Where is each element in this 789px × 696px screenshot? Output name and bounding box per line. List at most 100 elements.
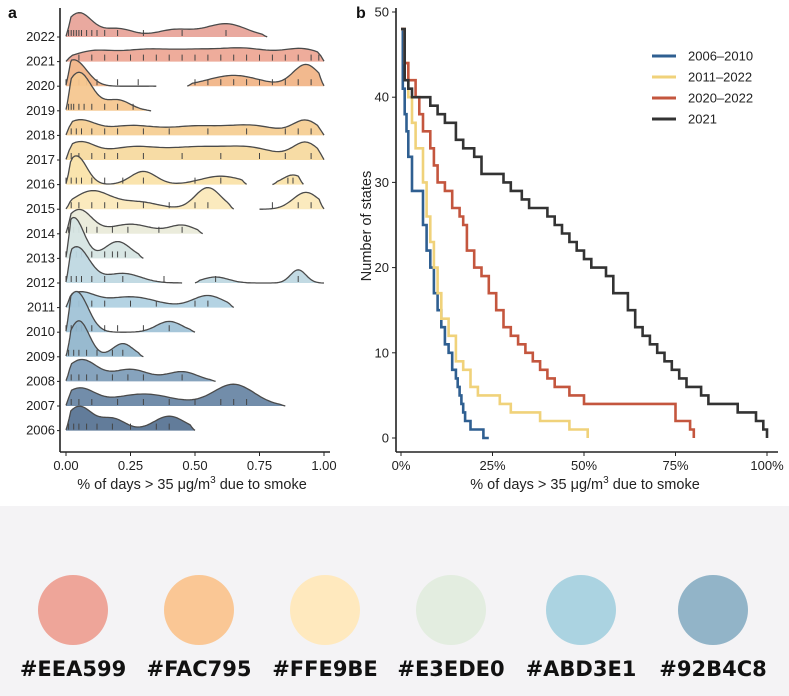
year-label-2008: 2008 bbox=[26, 373, 55, 388]
legend-label-4: 2021 bbox=[688, 112, 717, 127]
ridge-line-2016 bbox=[65, 155, 304, 186]
swatch-circle-4 bbox=[416, 575, 486, 645]
ridge-2022 bbox=[65, 12, 268, 38]
ridge-2009 bbox=[65, 320, 144, 358]
ridge-line-2008 bbox=[65, 358, 216, 383]
palette-panel bbox=[0, 506, 789, 696]
ridge-line-2022 bbox=[65, 12, 268, 38]
ridge-fill-2009 bbox=[66, 320, 144, 357]
b-lines bbox=[401, 27, 769, 440]
ridge-fill-2015 bbox=[66, 187, 324, 210]
legend-label-2: 2011–2022 bbox=[688, 70, 752, 85]
a-x-tick-label-2: 0.50 bbox=[182, 458, 207, 473]
a-x-tick-label-3: 0.75 bbox=[247, 458, 272, 473]
ridge-line-2013 bbox=[65, 216, 144, 259]
b-y-tick-label-0: 0 bbox=[382, 431, 389, 446]
b-x-tick-label-0: 0% bbox=[392, 458, 411, 473]
swatch-circle-6 bbox=[678, 575, 748, 645]
swatch-circle-3 bbox=[290, 575, 360, 645]
b-y-tick-label-1: 10 bbox=[375, 345, 389, 360]
swatch-6: #92B4C8 bbox=[648, 575, 778, 681]
a-x-tick-label-1: 0.25 bbox=[118, 458, 143, 473]
ridge-2017 bbox=[65, 140, 325, 161]
b-x-tick-label-4: 100% bbox=[750, 458, 784, 473]
year-label-2009: 2009 bbox=[26, 349, 55, 364]
ridge-fill-2016 bbox=[66, 155, 304, 185]
b-x-tick-label-2: 50% bbox=[571, 458, 597, 473]
ridge-2018 bbox=[65, 119, 325, 136]
ridge-fill-2013 bbox=[66, 217, 144, 259]
ridge-fill-2007 bbox=[66, 384, 286, 406]
ridge-line-2020 bbox=[65, 59, 325, 87]
year-label-2016: 2016 bbox=[26, 177, 55, 192]
panel-a-ridgeline: a 20222021202020192018201720162015201420… bbox=[8, 5, 337, 493]
year-label-2010: 2010 bbox=[26, 324, 55, 339]
ridge-fill-2006 bbox=[66, 406, 195, 431]
year-label-2006: 2006 bbox=[26, 423, 55, 438]
b-y-tick-label-4: 40 bbox=[375, 90, 389, 105]
ridge-2008 bbox=[65, 358, 216, 383]
swatch-label-5: #ABD3E1 bbox=[525, 657, 637, 681]
panel-a-xlabel-pre: % of days > 35 bbox=[77, 477, 177, 493]
ridge-line-2021 bbox=[65, 47, 325, 62]
ridge-2012 bbox=[65, 246, 324, 284]
year-label-2022: 2022 bbox=[26, 29, 55, 44]
b-axes: 0 10 20 30 40 50 0% 25% 50% 75% 100% bbox=[375, 5, 785, 474]
ridge-2020 bbox=[65, 59, 325, 87]
a-ridges bbox=[65, 12, 325, 431]
panel-b-label: b bbox=[356, 5, 366, 22]
panel-b-xlabel-post: due to smoke bbox=[609, 477, 700, 493]
panel-a-xlabel: % of days > 35 μg/m3 due to smoke bbox=[77, 475, 307, 493]
swatch-1: #EEA599 bbox=[8, 575, 138, 681]
panel-a-xlabel-post: due to smoke bbox=[216, 477, 307, 493]
ridge-fill-2018 bbox=[66, 119, 324, 136]
b-x-tick-label-3: 75% bbox=[662, 458, 688, 473]
panel-b-xlabel-pre: % of days > 35 bbox=[470, 477, 570, 493]
swatch-circle-2 bbox=[164, 575, 234, 645]
panel-b-ylabel: Number of states bbox=[359, 171, 375, 281]
swatch-5: #ABD3E1 bbox=[516, 575, 646, 681]
ridge-2006 bbox=[65, 405, 196, 431]
step-line-3 bbox=[401, 27, 696, 438]
b-x-tick-label-1: 25% bbox=[479, 458, 505, 473]
year-label-2013: 2013 bbox=[26, 250, 55, 265]
ridge-line-2019 bbox=[65, 71, 152, 112]
b-y-tick-label-5: 50 bbox=[375, 5, 389, 20]
figure-area: a 2022 2021 2020 2019 2018 2017 2016 2015 2014 20… bbox=[8, 4, 785, 494]
swatch-circle-5 bbox=[546, 575, 616, 645]
panel-a-label: a bbox=[8, 5, 17, 22]
swatch-2: #FAC795 bbox=[134, 575, 264, 681]
panel-b-xlabel-mu: μg/m bbox=[571, 477, 604, 493]
a-x-tick-label-0: 0.00 bbox=[53, 458, 78, 473]
swatch-label-1: #EEA599 bbox=[19, 657, 127, 681]
swatch-circle-1 bbox=[38, 575, 108, 645]
year-label-2007: 2007 bbox=[26, 398, 55, 413]
year-label-2011: 2011 bbox=[27, 300, 55, 315]
ridge-2011 bbox=[65, 290, 235, 309]
year-label-2020: 2020 bbox=[26, 78, 55, 93]
year-label-2017: 2017 bbox=[26, 152, 55, 167]
ridge-2016 bbox=[65, 155, 304, 186]
ridge-line-2014 bbox=[65, 208, 204, 235]
year-label-2018: 2018 bbox=[26, 127, 55, 142]
swatch-label-6: #92B4C8 bbox=[659, 657, 767, 681]
a-axes: 2022 2021 2020 2019 2018 2017 2016 2015 2014 2013… bbox=[26, 8, 337, 473]
year-label-2015: 2015 bbox=[26, 201, 55, 216]
ridge-line-2010 bbox=[65, 290, 196, 333]
step-line-2 bbox=[401, 27, 589, 438]
panel-b-xlabel-sup: 3 bbox=[603, 475, 609, 486]
swatch-3: #FFE9BE bbox=[260, 575, 390, 681]
ridge-2021 bbox=[65, 47, 325, 62]
swatch-4: #E3EDE0 bbox=[386, 575, 516, 681]
swatch-label-4: #E3EDE0 bbox=[397, 657, 505, 681]
ridge-line-2007 bbox=[65, 383, 286, 407]
ridge-2014 bbox=[65, 208, 204, 235]
year-label-2014: 2014 bbox=[26, 226, 55, 241]
panel-a-xlabel-mu: μg/m bbox=[178, 477, 211, 493]
ridge-line-2009 bbox=[65, 320, 144, 358]
ridge-line-2015 bbox=[65, 186, 325, 210]
b-y-tick-label-3: 30 bbox=[375, 175, 389, 190]
ridge-2019 bbox=[65, 71, 152, 112]
ridge-fill-2022 bbox=[66, 12, 268, 37]
